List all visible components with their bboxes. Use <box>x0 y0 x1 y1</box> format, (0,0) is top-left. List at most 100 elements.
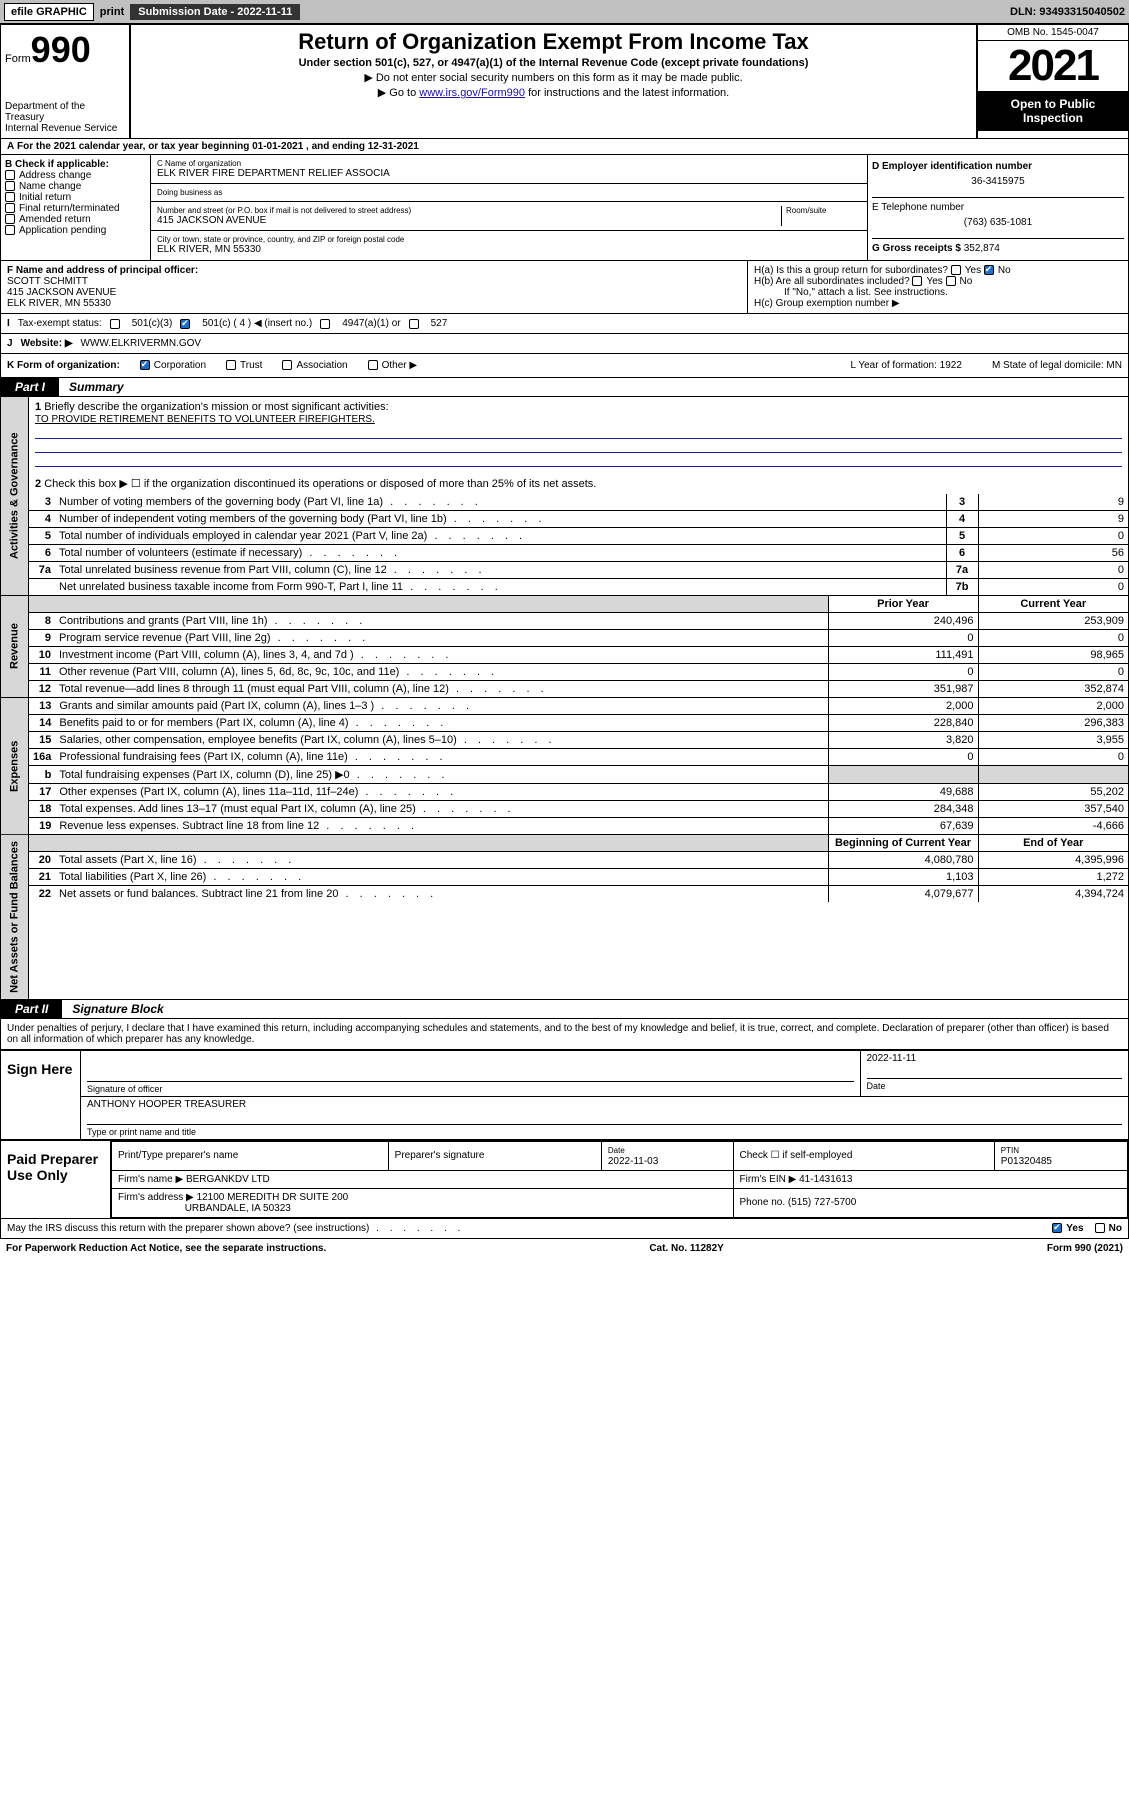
signer-name-label: Type or print name and title <box>87 1124 1122 1137</box>
firm-phone-label: Phone no. <box>740 1197 786 1208</box>
signature-block: Under penalties of perjury, I declare th… <box>0 1019 1129 1219</box>
omb-number: OMB No. 1545-0047 <box>978 25 1128 41</box>
section-b-option: Initial return <box>5 192 146 203</box>
section-b-option: Application pending <box>5 225 146 236</box>
ptin-label: PTIN <box>1001 1146 1019 1155</box>
section-b-label: B Check if applicable: <box>5 159 109 170</box>
mission-text: TO PROVIDE RETIREMENT BENEFITS TO VOLUNT… <box>35 414 375 425</box>
table-row: 15Salaries, other compensation, employee… <box>29 732 1128 749</box>
sign-date-label: Date <box>867 1078 1123 1091</box>
form-header-left: Form990 Department of the Treasury Inter… <box>1 25 131 138</box>
form-header-right: OMB No. 1545-0047 2021 Open to Public In… <box>978 25 1128 138</box>
gross-value: 352,874 <box>964 243 1000 254</box>
form-note2: ▶ Go to www.irs.gov/Form990 for instruct… <box>139 86 968 99</box>
checkbox[interactable] <box>5 192 15 202</box>
assoc-checkbox[interactable] <box>282 360 292 370</box>
ha-label: H(a) Is this a group return for subordin… <box>754 265 948 276</box>
501c-label: 501(c) ( 4 ) ◀ (insert no.) <box>202 318 312 329</box>
section-fh: F Name and address of principal officer:… <box>0 261 1129 314</box>
top-bar: efile GRAPHIC print Submission Date - 20… <box>0 0 1129 24</box>
open-public: Open to Public Inspection <box>978 91 1128 131</box>
col-b: B Check if applicable: Address changeNam… <box>1 155 151 260</box>
city-value: ELK RIVER, MN 55330 <box>157 244 861 255</box>
table-row: 21Total liabilities (Part X, line 26)1,1… <box>29 869 1128 886</box>
form-word: Form <box>5 53 31 65</box>
may-irs-no-checkbox[interactable] <box>1095 1223 1105 1233</box>
state-domicile: M State of legal domicile: MN <box>992 360 1122 371</box>
firm-name-label: Firm's name ▶ <box>118 1174 183 1185</box>
may-irs-yes-checkbox[interactable] <box>1052 1223 1062 1233</box>
501c-checkbox[interactable] <box>180 319 190 329</box>
phone-label: E Telephone number <box>872 197 1124 215</box>
table-row: 13Grants and similar amounts paid (Part … <box>29 698 1128 715</box>
revenue-tab: Revenue <box>1 596 29 697</box>
checkbox[interactable] <box>5 214 15 224</box>
signature-label: Signature of officer <box>87 1081 854 1094</box>
table-row: 22Net assets or fund balances. Subtract … <box>29 886 1128 903</box>
ha-yes-checkbox[interactable] <box>951 265 961 275</box>
trust-checkbox[interactable] <box>226 360 236 370</box>
527-checkbox[interactable] <box>409 319 419 329</box>
signer-name: ANTHONY HOOPER TREASURER <box>87 1099 1122 1110</box>
year-formation: L Year of formation: 1922 <box>851 360 962 371</box>
firm-phone: (515) 727-5700 <box>788 1197 856 1208</box>
officer-name: SCOTT SCHMITT <box>7 276 88 287</box>
table-row: 9Program service revenue (Part VIII, lin… <box>29 630 1128 647</box>
firm-addr-label: Firm's address ▶ <box>118 1192 194 1203</box>
checkbox[interactable] <box>5 181 15 191</box>
table-row: 12Total revenue—add lines 8 through 11 (… <box>29 681 1128 698</box>
footer-mid: Cat. No. 11282Y <box>326 1243 1047 1254</box>
table-row: 6Total number of volunteers (estimate if… <box>29 545 1128 562</box>
governance-table: 3Number of voting members of the governi… <box>29 494 1128 595</box>
hb-no-checkbox[interactable] <box>946 276 956 286</box>
governance-section: Activities & Governance 1 Briefly descri… <box>0 397 1129 596</box>
form-header: Form990 Department of the Treasury Inter… <box>0 24 1129 139</box>
assoc-label: Association <box>296 360 347 371</box>
4947-label: 4947(a)(1) or <box>342 318 400 329</box>
ein-label: D Employer identification number <box>872 161 1032 172</box>
checkbox[interactable] <box>5 203 15 213</box>
efile-button[interactable]: efile GRAPHIC <box>4 3 94 21</box>
col-c: C Name of organization ELK RIVER FIRE DE… <box>151 155 868 260</box>
table-row: 7aTotal unrelated business revenue from … <box>29 562 1128 579</box>
hb-yes-label: Yes <box>926 276 942 287</box>
firm-ein: 41-1431613 <box>799 1174 852 1185</box>
table-row: 5Total number of individuals employed in… <box>29 528 1128 545</box>
hc-label: H(c) Group exemption number ▶ <box>754 298 1122 309</box>
501c3-checkbox[interactable] <box>110 319 120 329</box>
website-value: WWW.ELKRIVERMN.GOV <box>81 338 202 349</box>
section-b-option: Amended return <box>5 214 146 225</box>
corp-label: Corporation <box>154 360 206 371</box>
preparer-label: Paid Preparer Use Only <box>1 1141 111 1218</box>
dba-label: Doing business as <box>157 188 861 197</box>
table-row: 4Number of independent voting members of… <box>29 511 1128 528</box>
hb-yes-checkbox[interactable] <box>912 276 922 286</box>
irs-link[interactable]: www.irs.gov/Form990 <box>419 87 525 99</box>
irs-label: Internal Revenue Service <box>5 123 125 134</box>
officer-addr1: 415 JACKSON AVENUE <box>7 287 116 298</box>
print-button[interactable]: print <box>100 6 124 18</box>
ein-value: 36-3415975 <box>872 174 1124 189</box>
prep-name-label: Print/Type preparer's name <box>112 1141 389 1170</box>
table-row: Net unrelated business taxable income fr… <box>29 579 1128 596</box>
preparer-section: Paid Preparer Use Only Print/Type prepar… <box>1 1139 1128 1218</box>
ha-no-checkbox[interactable] <box>984 265 994 275</box>
table-row: 14Benefits paid to or for members (Part … <box>29 715 1128 732</box>
prep-date-label: Date <box>608 1146 625 1155</box>
note2-pre: ▶ Go to <box>378 87 419 99</box>
4947-checkbox[interactable] <box>320 319 330 329</box>
firm-ein-label: Firm's EIN ▶ <box>740 1174 797 1185</box>
mission-block: 1 Briefly describe the organization's mi… <box>29 397 1128 494</box>
table-row: 20Total assets (Part X, line 16)4,080,78… <box>29 852 1128 869</box>
checkbox[interactable] <box>5 225 15 235</box>
corp-checkbox[interactable] <box>140 360 150 370</box>
prep-sig-label: Preparer's signature <box>388 1141 601 1170</box>
part1-tab: Part I <box>1 378 59 396</box>
revenue-table: Prior YearCurrent Year8Contributions and… <box>29 596 1128 697</box>
footer-left: For Paperwork Reduction Act Notice, see … <box>6 1243 326 1254</box>
other-checkbox[interactable] <box>368 360 378 370</box>
section-b-option: Final return/terminated <box>5 203 146 214</box>
net-tab: Net Assets or Fund Balances <box>1 835 29 999</box>
revenue-section: Revenue Prior YearCurrent Year8Contribut… <box>0 596 1129 698</box>
checkbox[interactable] <box>5 170 15 180</box>
